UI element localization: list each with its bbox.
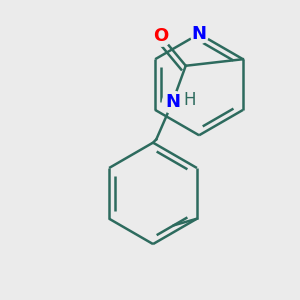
Text: N: N	[165, 93, 180, 111]
Text: H: H	[183, 91, 196, 109]
Text: O: O	[154, 27, 169, 45]
Text: N: N	[192, 25, 207, 43]
